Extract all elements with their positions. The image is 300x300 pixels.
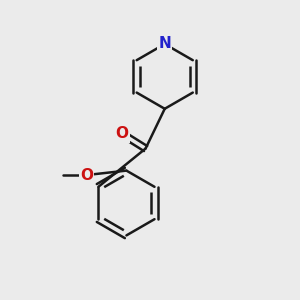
Text: O: O — [116, 126, 128, 141]
Text: O: O — [80, 167, 93, 182]
Text: N: N — [158, 37, 171, 52]
